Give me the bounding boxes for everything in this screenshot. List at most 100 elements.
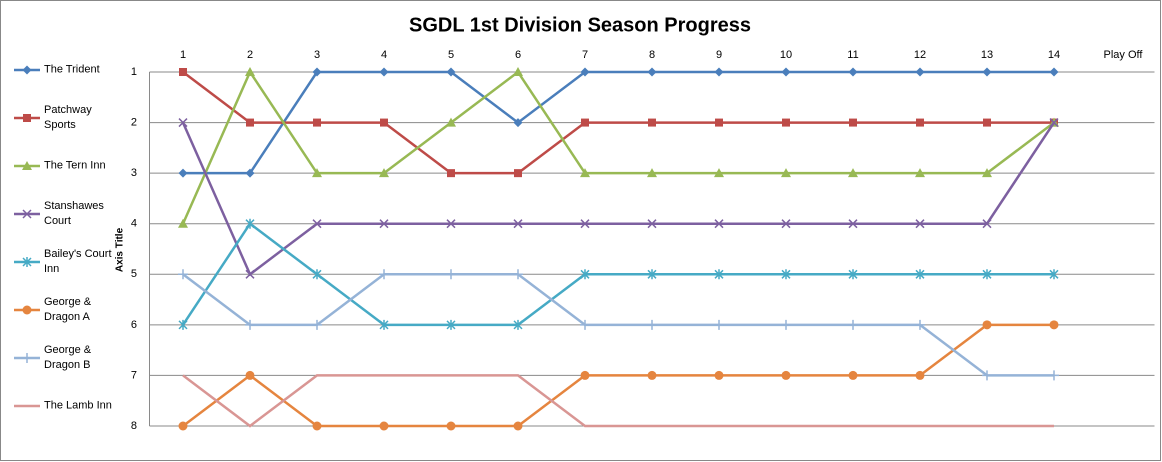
marker	[916, 118, 924, 127]
marker	[245, 319, 255, 330]
legend-marker	[22, 161, 32, 170]
marker	[580, 219, 590, 229]
marker	[447, 169, 455, 178]
marker	[714, 67, 724, 77]
marker	[647, 219, 657, 229]
series-line	[181, 221, 1054, 327]
marker	[714, 168, 724, 178]
y-tick-label: 5	[131, 268, 137, 280]
marker	[647, 168, 657, 178]
chart-title: SGDL 1st Division Season Progress	[409, 14, 751, 36]
marker	[580, 319, 590, 330]
marker	[781, 269, 791, 280]
marker	[446, 67, 456, 77]
marker	[446, 117, 456, 127]
marker	[513, 319, 523, 330]
marker	[647, 269, 657, 280]
x-tick-label: 4	[381, 49, 387, 61]
y-tick-label: 2	[131, 116, 137, 128]
marker	[982, 67, 992, 77]
legend-label: George & Dragon A	[44, 296, 92, 323]
marker	[782, 118, 790, 127]
legend-label: Stanshawes Court	[44, 200, 104, 227]
marker	[580, 168, 590, 178]
x-tick-label: 10	[780, 49, 792, 61]
marker	[1049, 118, 1059, 128]
marker	[982, 269, 992, 280]
marker	[714, 219, 724, 229]
marker	[1049, 269, 1059, 280]
series-line	[181, 121, 1056, 277]
marker	[915, 219, 925, 229]
x-tick-label: 3	[314, 49, 320, 61]
marker	[982, 219, 992, 229]
marker	[1049, 370, 1059, 381]
marker	[379, 219, 389, 229]
marker	[513, 219, 523, 229]
marker	[312, 269, 322, 280]
y-tick-label: 8	[131, 420, 137, 432]
marker	[245, 218, 255, 229]
x-tick-label: 11	[847, 49, 858, 61]
marker	[245, 168, 255, 178]
marker	[178, 269, 188, 280]
marker	[982, 370, 992, 381]
marker	[446, 269, 456, 280]
marker	[312, 219, 322, 229]
marker	[715, 118, 723, 127]
marker	[647, 319, 657, 330]
marker	[849, 118, 857, 127]
x-tick-label: 6	[515, 49, 521, 61]
marker	[245, 269, 255, 279]
marker	[178, 319, 188, 330]
marker	[781, 67, 791, 77]
marker	[982, 320, 992, 330]
series-line	[182, 71, 1054, 175]
x-tick-label: 2	[247, 49, 253, 61]
marker	[246, 118, 254, 127]
marker	[648, 118, 656, 127]
marker	[580, 67, 590, 77]
x-tick-label: 1	[180, 49, 186, 61]
legend-label: Patchway Sports	[44, 104, 92, 131]
marker	[848, 67, 858, 77]
marker	[1049, 320, 1059, 330]
marker	[178, 421, 188, 431]
marker	[915, 319, 925, 330]
marker	[848, 168, 858, 178]
marker	[312, 168, 322, 178]
marker	[245, 67, 255, 76]
marker	[848, 269, 858, 280]
marker	[781, 168, 791, 178]
marker	[178, 118, 188, 128]
marker	[312, 421, 322, 431]
marker	[380, 118, 388, 127]
marker	[714, 269, 724, 280]
marker	[312, 319, 322, 330]
y-tick-label: 6	[131, 319, 137, 331]
marker	[513, 67, 523, 76]
marker	[647, 370, 657, 380]
x-tick-label: 5	[448, 49, 454, 61]
marker	[714, 370, 724, 380]
series-line	[182, 374, 1054, 428]
marker	[446, 219, 456, 229]
x-tick-label: 9	[716, 49, 722, 61]
series-line	[181, 69, 1055, 225]
legend-marker	[22, 257, 32, 267]
marker	[781, 319, 791, 330]
legend-marker	[22, 353, 32, 363]
marker	[245, 370, 255, 380]
legend-marker	[22, 65, 32, 75]
y-axis-title: Axis Title	[115, 227, 126, 272]
legend-label: The Lamb Inn	[44, 399, 112, 412]
legend-label: The Tern Inn	[44, 159, 106, 172]
marker	[915, 67, 925, 77]
x-tick-label: 12	[914, 49, 926, 61]
marker	[513, 118, 523, 128]
marker	[848, 370, 858, 380]
x-tick-label: 13	[981, 49, 993, 61]
x-tick-label: Play Off	[1104, 49, 1144, 61]
marker	[983, 118, 991, 127]
